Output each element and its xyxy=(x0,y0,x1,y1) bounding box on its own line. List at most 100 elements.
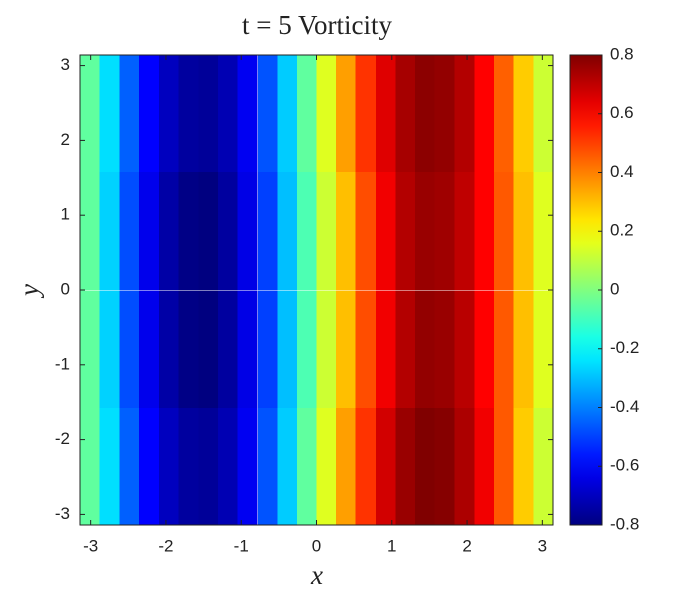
heatmap-cell xyxy=(296,290,318,409)
heatmap-cell xyxy=(80,290,101,409)
heatmap-cell xyxy=(513,55,534,173)
y-tick-label: -3 xyxy=(55,504,70,523)
heatmap-cell xyxy=(494,407,515,526)
heatmap-cell xyxy=(415,407,436,526)
heatmap-cell xyxy=(119,290,140,409)
heatmap-cell xyxy=(138,290,160,409)
heatmap-cell xyxy=(198,55,219,173)
heatmap-cell xyxy=(316,55,337,173)
heatmap xyxy=(80,55,554,526)
heatmap-cell xyxy=(257,407,278,526)
heatmap-cell xyxy=(138,407,160,526)
heatmap-cell xyxy=(178,290,199,409)
heatmap-cell xyxy=(454,290,475,409)
colorbar-tick-label: -0.4 xyxy=(610,397,639,416)
heatmap-cell xyxy=(513,172,534,291)
heatmap-cell xyxy=(533,55,554,173)
heatmap-cell xyxy=(395,407,416,526)
heatmap-cell xyxy=(138,172,160,291)
heatmap-cell xyxy=(217,172,239,291)
heatmap-cell xyxy=(217,407,239,526)
heatmap-cell xyxy=(454,172,475,291)
x-tick-label: -3 xyxy=(83,536,98,555)
x-tick-label: 0 xyxy=(312,536,321,555)
heatmap-cell xyxy=(336,172,357,291)
heatmap-cell xyxy=(415,172,436,291)
heatmap-cell xyxy=(80,407,101,526)
x-tick-label: 1 xyxy=(387,536,396,555)
x-tick-label: 3 xyxy=(538,536,547,555)
heatmap-cell xyxy=(198,172,219,291)
heatmap-cell xyxy=(119,172,140,291)
heatmap-cell xyxy=(316,290,337,409)
x-tick-label: -1 xyxy=(234,536,249,555)
heatmap-cell xyxy=(159,290,180,409)
colorbar-tick-label: -0.8 xyxy=(610,514,639,533)
heatmap-cell xyxy=(316,407,337,526)
heatmap-cell xyxy=(119,407,140,526)
colorbar xyxy=(569,54,603,526)
heatmap-cell xyxy=(138,55,160,173)
heatmap-cell xyxy=(474,407,495,526)
y-tick-label: 0 xyxy=(61,279,70,298)
colorbar-tick-label: 0.8 xyxy=(610,44,634,63)
heatmap-cell xyxy=(474,290,495,409)
y-axis-label: y xyxy=(14,284,44,299)
y-tick-label: 1 xyxy=(61,205,70,224)
heatmap-cell xyxy=(375,407,397,526)
heatmap-cell xyxy=(336,407,357,526)
heatmap-cell xyxy=(355,290,376,409)
heatmap-cell xyxy=(395,290,416,409)
heatmap-cell xyxy=(80,172,101,291)
heatmap-cell xyxy=(277,290,298,409)
colorbar-tick-label: -0.6 xyxy=(610,456,639,475)
heatmap-cell xyxy=(454,55,475,173)
heatmap-cell xyxy=(159,55,180,173)
colorbar-tick-label: -0.2 xyxy=(610,338,639,357)
y-tick-label: -2 xyxy=(55,429,70,448)
heatmap-cell xyxy=(474,55,495,173)
chart-title: t = 5 Vorticity xyxy=(242,10,392,40)
heatmap-cell xyxy=(217,55,239,173)
heatmap-cell xyxy=(257,172,278,291)
heatmap-cell xyxy=(296,172,318,291)
heatmap-cell xyxy=(533,290,554,409)
heatmap-cell xyxy=(375,55,397,173)
heatmap-cell xyxy=(257,290,278,409)
heatmap-cell xyxy=(99,172,120,291)
heatmap-cell xyxy=(355,407,376,526)
heatmap-cell xyxy=(434,407,455,526)
heatmap-cell xyxy=(159,172,180,291)
heatmap-cell xyxy=(513,407,534,526)
heatmap-cell xyxy=(474,172,495,291)
heatmap-cell xyxy=(277,407,298,526)
heatmap-cell xyxy=(198,290,219,409)
heatmap-cell xyxy=(198,407,219,526)
heatmap-cell xyxy=(415,55,436,173)
x-tick-label: -2 xyxy=(158,536,173,555)
heatmap-cell xyxy=(375,172,397,291)
heatmap-cell xyxy=(434,172,455,291)
heatmap-cell xyxy=(237,407,258,526)
x-axis-label: x xyxy=(310,560,323,590)
heatmap-cell xyxy=(513,290,534,409)
y-tick-label: -1 xyxy=(55,354,70,373)
heatmap-cell xyxy=(99,55,120,173)
heatmap-cell xyxy=(533,407,554,526)
heatmap-cell xyxy=(494,172,515,291)
heatmap-cell xyxy=(395,55,416,173)
x-tick-label: 2 xyxy=(462,536,471,555)
heatmap-cell xyxy=(178,407,199,526)
heatmap-cell xyxy=(99,290,120,409)
heatmap-cell xyxy=(336,55,357,173)
heatmap-cell xyxy=(237,55,258,173)
colorbar-tick-label: 0 xyxy=(610,279,619,298)
heatmap-cell xyxy=(178,172,199,291)
heatmap-cell xyxy=(237,172,258,291)
heatmap-cell xyxy=(533,172,554,291)
heatmap-cell xyxy=(296,407,318,526)
heatmap-cell xyxy=(434,290,455,409)
heatmap-cell xyxy=(355,55,376,173)
heatmap-cell xyxy=(159,407,180,526)
heatmap-cell xyxy=(316,172,337,291)
